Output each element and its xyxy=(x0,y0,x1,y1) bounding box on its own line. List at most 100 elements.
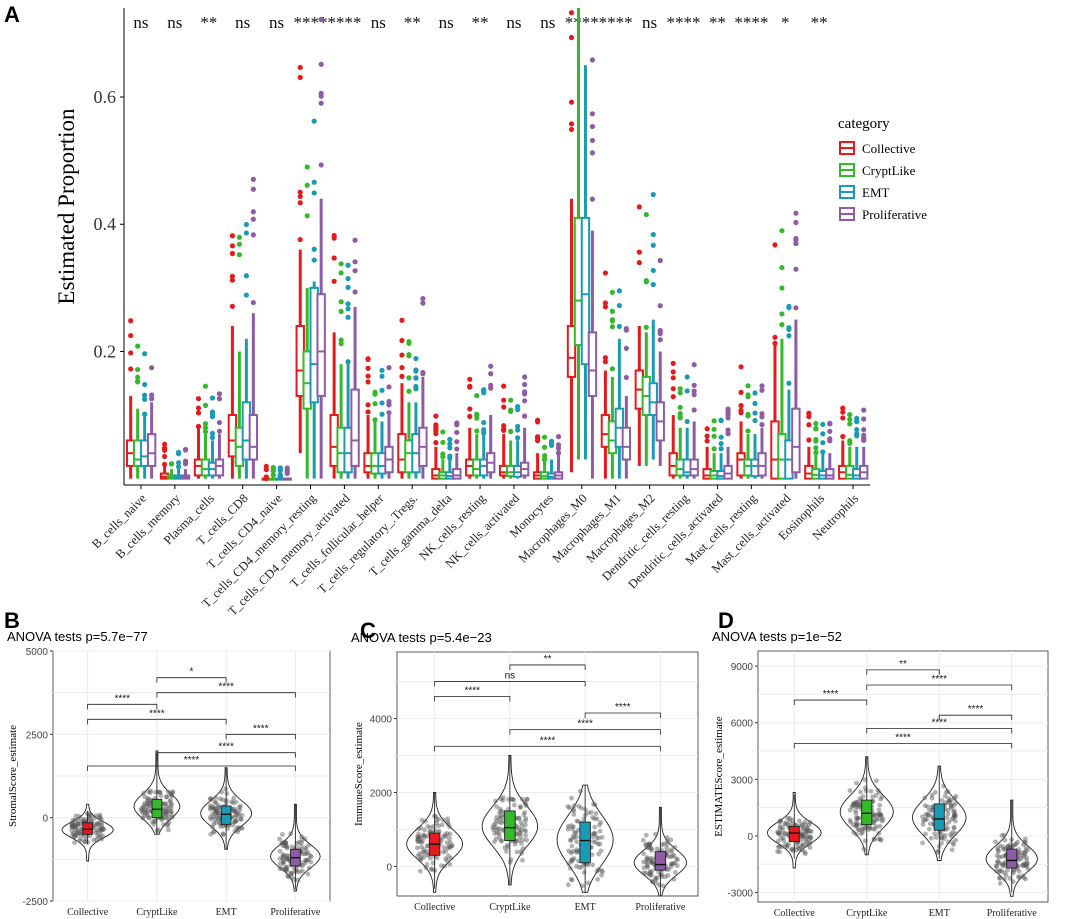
panel-a-outlier xyxy=(840,415,846,421)
panel-d-jitter-point xyxy=(929,804,935,810)
panel-d-jitter-point xyxy=(925,812,931,818)
panel-d-jitter-point xyxy=(876,831,882,836)
panel-d-jitter-point xyxy=(783,821,788,826)
panel-d-comparison-label: **** xyxy=(895,732,911,743)
panel-d-jitter-point xyxy=(952,813,957,819)
panel-a-outlier xyxy=(135,374,141,380)
panel-c-jitter-point xyxy=(429,867,434,872)
panel-a-outlier xyxy=(861,407,867,413)
panel-d-jitter-point xyxy=(999,868,1004,874)
panel-c-jitter-point xyxy=(649,869,655,874)
panel-b-jitter-point xyxy=(284,844,290,850)
panel-b-jitter-point xyxy=(69,824,75,830)
panel-a-outlier xyxy=(820,431,826,437)
panel-d-jitter-point xyxy=(1016,847,1022,852)
panel-a-outlier xyxy=(440,429,446,435)
panel-c-jitter-point xyxy=(590,815,595,820)
panel-a-outlier xyxy=(372,417,378,423)
panel-a-outlier xyxy=(195,423,202,429)
panel-c-jitter-point xyxy=(523,801,529,807)
panel-label-c: C xyxy=(360,618,376,643)
panel-b-jitter-point xyxy=(78,836,84,842)
panel-d-jitter-point xyxy=(951,815,956,821)
panel-c-jitter-point xyxy=(572,830,578,836)
panel-d-jitter-point xyxy=(948,832,953,838)
panel-d-jitter-point xyxy=(793,847,799,853)
panel-c-jitter-point xyxy=(644,842,650,847)
panel-c-jitter-point xyxy=(570,857,575,863)
panel-d-jitter-point xyxy=(868,788,874,794)
panel-d-jitter-point xyxy=(850,822,856,828)
panel-d-y-tick-label: 9000 xyxy=(731,662,754,673)
panel-c-jitter-point xyxy=(599,872,604,878)
panel-c-jitter-point xyxy=(498,796,504,802)
panel-c-jitter-point xyxy=(593,839,598,845)
panel-a-outlier xyxy=(386,365,392,371)
panel-a-outlier xyxy=(623,374,629,381)
panel-b-box xyxy=(82,822,93,835)
panel-a-outlier xyxy=(738,403,744,409)
panel-d-jitter-point xyxy=(939,797,945,803)
panel-b-jitter-point xyxy=(73,813,79,819)
panel-c-jitter-point xyxy=(511,802,517,808)
panel-a-outlier xyxy=(297,189,303,195)
panel-b-jitter-point xyxy=(168,808,173,814)
panel-d-jitter-point xyxy=(780,827,785,833)
panel-b-jitter-point xyxy=(207,796,213,802)
panel-b-jitter-point xyxy=(215,803,221,808)
panel-d-jitter-point xyxy=(1003,872,1009,878)
panel-a-outlier xyxy=(270,465,276,471)
panel-d-jitter-point xyxy=(1016,874,1021,880)
panel-a-outlier xyxy=(568,121,575,127)
panel-a-outlier xyxy=(311,190,317,196)
panel-a-outlier xyxy=(840,405,846,411)
panel-c-jitter-point xyxy=(418,857,424,863)
panel-a-outlier xyxy=(135,343,141,349)
panel-c-jitter-point xyxy=(648,857,654,863)
panel-d-jitter-point xyxy=(775,829,780,835)
panel-a-outlier xyxy=(779,322,785,328)
panel-d-jitter-point xyxy=(786,841,791,847)
panel-a-outlier xyxy=(454,429,460,436)
panel-b-jitter-point xyxy=(208,805,214,811)
panel-c-jitter-point xyxy=(671,876,677,882)
panel-c-jitter-point xyxy=(497,806,503,812)
panel-b-jitter-point xyxy=(74,821,80,827)
panel-a-outlier xyxy=(447,445,453,451)
panel-d-jitter-point xyxy=(776,831,782,837)
panel-b-jitter-point xyxy=(97,812,103,818)
panel-a-outlier xyxy=(311,179,317,185)
panel-c-jitter-point xyxy=(664,845,670,851)
panel-a-outlier xyxy=(840,433,846,440)
panel-b-jitter-point xyxy=(238,803,243,809)
panel-c-jitter-point xyxy=(646,841,652,847)
panel-a-outlier xyxy=(670,360,676,366)
panel-a-outlier xyxy=(718,440,724,447)
panel-b-jitter-point xyxy=(232,819,237,825)
panel-c-jitter-point xyxy=(577,788,583,794)
panel-c-jitter-point xyxy=(420,849,426,855)
panel-d-jitter-point xyxy=(1007,875,1013,881)
panel-b-jitter-point xyxy=(97,814,103,820)
panel-d-x-tick-label: Proliferative xyxy=(987,908,1038,919)
panel-c-jitter-point xyxy=(588,809,594,815)
panel-c-jitter-point xyxy=(649,878,655,884)
panel-d-jitter-point xyxy=(796,846,802,852)
panel-a-outlier xyxy=(691,392,697,398)
panel-c-jitter-point xyxy=(439,822,445,828)
panel-a-outlier xyxy=(752,390,758,396)
panel-a-outlier xyxy=(243,221,249,228)
panel-b-jitter-point xyxy=(159,817,165,823)
panel-d-jitter-point xyxy=(872,817,878,823)
panel-d-jitter-point xyxy=(861,826,867,832)
panel-d-jitter-point xyxy=(1011,868,1017,874)
panel-a-outlier xyxy=(175,460,182,466)
panel-a-outlier xyxy=(440,439,446,445)
panel-b-jitter-point xyxy=(236,827,241,833)
panel-a-outlier xyxy=(725,408,731,414)
panel-d-jitter-point xyxy=(946,839,951,845)
panel-b-jitter-point xyxy=(143,808,149,814)
panel-b-jitter-point xyxy=(98,823,104,828)
panel-d-jitter-point xyxy=(808,829,814,835)
panel-d-jitter-point xyxy=(785,815,791,821)
